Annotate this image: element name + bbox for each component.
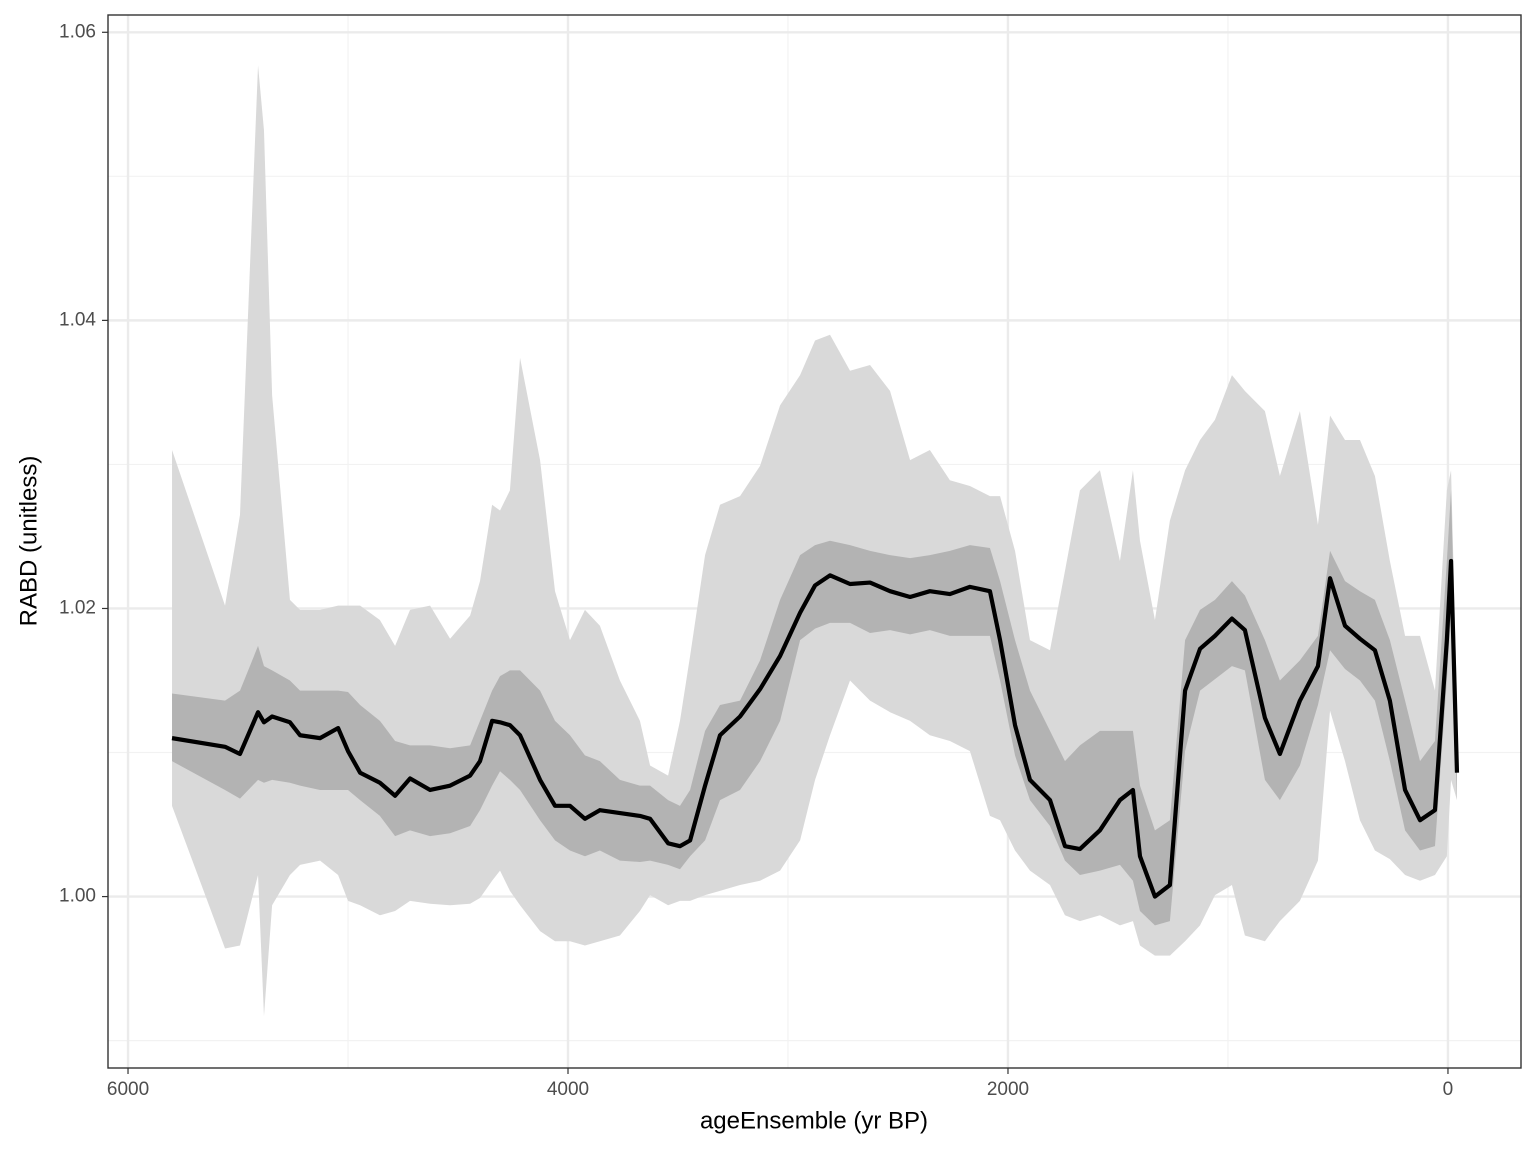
y-tick-label: 1.04 — [59, 309, 96, 330]
x-tick-label: 6000 — [107, 1079, 149, 1100]
line — [171, 558, 1460, 899]
y-tick-label: 1.02 — [59, 597, 96, 618]
x-axis-title: ageEnsemble (yr BP) — [700, 1107, 928, 1134]
x-tick-label: 4000 — [547, 1079, 589, 1100]
y-tick-label: 1.06 — [59, 21, 96, 42]
x-tick-label: 0 — [1443, 1079, 1454, 1100]
panel-border — [107, 14, 1522, 1069]
y-tick-label: 1.00 — [59, 886, 96, 907]
y-axis-title: RABD (unitless) — [15, 456, 42, 627]
x-tick-label: 2000 — [987, 1079, 1029, 1100]
